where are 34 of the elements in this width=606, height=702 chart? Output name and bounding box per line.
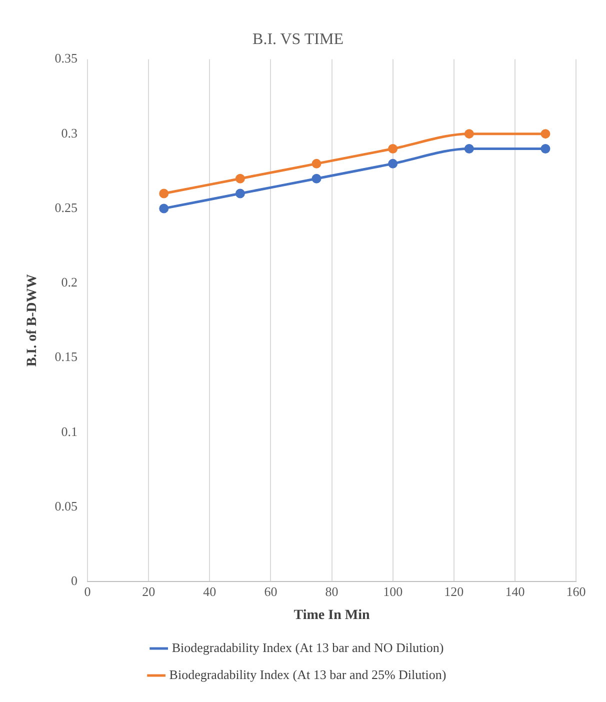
- y-tick-label: 0.05: [54, 498, 78, 514]
- y-tick-label: 0.15: [54, 349, 78, 364]
- y-tick-label: 0: [71, 573, 78, 588]
- x-tick-label: 120: [444, 584, 464, 599]
- y-tick-label: 0.3: [61, 125, 78, 140]
- chart-title: B.I. VS TIME: [252, 30, 344, 48]
- point: [312, 158, 322, 168]
- x-tick-label: 140: [505, 584, 525, 599]
- x-tick-label: 100: [383, 584, 403, 599]
- point: [388, 144, 398, 154]
- legend-label: Biodegradability Index (At 13 bar and NO Dilution): [172, 640, 444, 655]
- legend-label: Biodegradability Index (At 13 bar and 25% Dilution): [169, 666, 446, 682]
- y-tick-label: 0.35: [54, 50, 78, 66]
- y-axis-title: B.I. of B-DWW: [25, 274, 40, 367]
- point: [312, 174, 322, 184]
- x-tick-label: 60: [264, 584, 278, 599]
- y-tick-label: 0.2: [61, 274, 78, 290]
- point: [464, 129, 474, 139]
- x-tick-label: 80: [325, 584, 338, 599]
- x-tick-label: 160: [566, 584, 586, 599]
- point: [464, 144, 474, 154]
- x-tick-label: 20: [142, 584, 156, 599]
- point: [235, 174, 245, 184]
- y-tick-label: 0.1: [61, 424, 78, 439]
- point: [540, 144, 550, 154]
- point: [540, 129, 550, 139]
- x-axis-title: Time In Min: [294, 608, 370, 624]
- point: [159, 188, 169, 198]
- x-tick-label: 40: [203, 584, 216, 599]
- point: [235, 188, 245, 198]
- point: [388, 158, 398, 168]
- point: [159, 204, 169, 214]
- y-tick-label: 0.25: [54, 200, 78, 215]
- x-tick-label: 0: [84, 584, 91, 599]
